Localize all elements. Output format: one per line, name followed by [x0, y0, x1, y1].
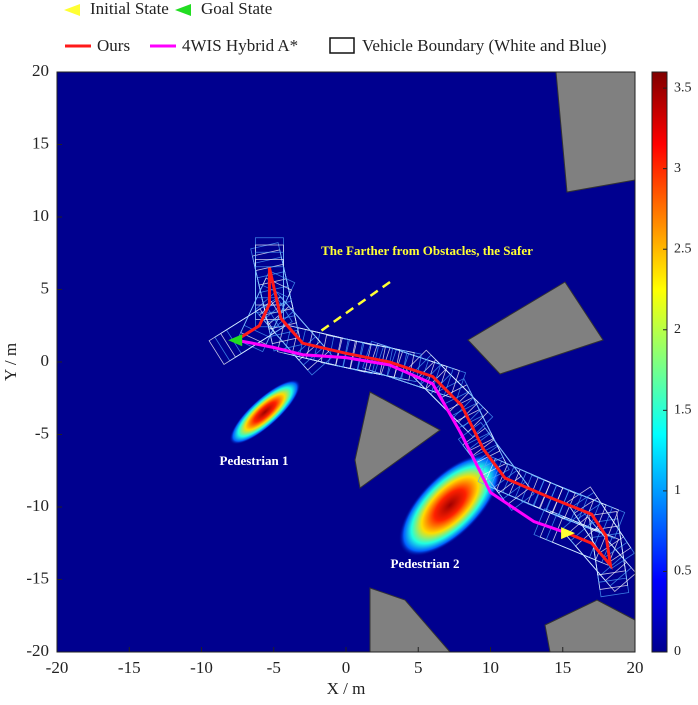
y-tick-label: 10	[32, 206, 49, 225]
y-tick-label: 20	[32, 61, 49, 80]
x-tick-label: -5	[267, 658, 281, 677]
y-tick-label: -15	[26, 568, 49, 587]
legend-marker	[64, 4, 80, 16]
trajectory-line	[235, 338, 568, 535]
y-tick-label: -10	[26, 496, 49, 515]
colorbar-tick-label: 3.5	[674, 80, 692, 95]
y-tick-label: 5	[41, 278, 50, 297]
obstacle	[555, 72, 635, 193]
state-marker	[228, 334, 243, 347]
colorbar	[651, 71, 668, 653]
y-axis-label: Y / m	[1, 343, 20, 381]
y-tick-label: 0	[41, 351, 50, 370]
pedestrian-heat	[229, 379, 301, 445]
y-tick-label: 15	[32, 133, 49, 152]
legend-label: Ours	[97, 36, 130, 55]
x-tick-label: 0	[342, 658, 351, 677]
legend-label: Vehicle Boundary (White and Blue)	[362, 36, 607, 55]
obstacles	[229, 72, 635, 652]
obstacle	[369, 587, 451, 652]
vehicle-boundary	[255, 266, 284, 328]
colorbar-tick-label: 1	[674, 483, 681, 498]
trajectory-line	[235, 267, 613, 570]
y-tick-label: -5	[35, 423, 49, 442]
obstacle	[544, 599, 635, 652]
colorbar-tick-label: 2	[674, 322, 681, 337]
pedestrian-heat	[398, 453, 502, 557]
x-tick-label: -10	[190, 658, 213, 677]
plot-background	[57, 72, 635, 652]
vehicle-boundary	[574, 527, 635, 592]
x-tick-label: 20	[627, 658, 644, 677]
x-axis-label: X / m	[327, 679, 366, 698]
trajectories	[208, 237, 635, 598]
vehicle-boundary	[208, 308, 276, 365]
x-tick-label: 5	[414, 658, 423, 677]
legend-marker	[175, 4, 191, 16]
legend-label: Goal State	[201, 0, 272, 18]
legend-boundary-swatch	[329, 37, 355, 54]
state-marker	[561, 527, 576, 540]
colorbar-tick-label: 0	[674, 644, 681, 659]
legend-label: Initial State	[90, 0, 169, 18]
x-tick-label: -15	[118, 658, 141, 677]
y-tick-label: -20	[26, 641, 49, 660]
x-tick-label: -20	[46, 658, 69, 677]
obstacle	[354, 391, 441, 489]
legend-label: 4WIS Hybrid A*	[182, 36, 298, 55]
x-tick-label: 10	[482, 658, 499, 677]
obstacle	[467, 281, 604, 375]
annotation: Pedestrian 1	[220, 453, 289, 468]
colorbar-tick-label: 0.5	[674, 564, 692, 579]
colorbar-tick-label: 3	[674, 161, 681, 176]
colorbar-tick-label: 1.5	[674, 403, 692, 418]
annotation: The Farther from Obstacles, the Safer	[321, 243, 533, 258]
colorbar-tick-label: 2.5	[674, 241, 692, 256]
x-tick-label: 15	[554, 658, 571, 677]
annotation: Pedestrian 2	[391, 556, 460, 571]
